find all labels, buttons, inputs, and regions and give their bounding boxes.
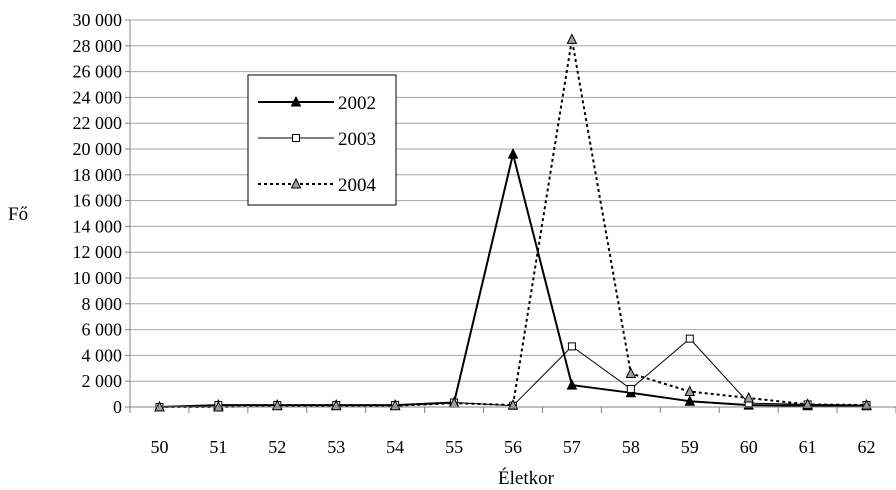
x-axis-ticks: 50 51 52 53 54 55 56 57 58 59 60 61 62 bbox=[129, 407, 896, 457]
legend: 2002 2003 2004 bbox=[247, 74, 397, 206]
y-tick-label: 2 000 bbox=[82, 371, 123, 391]
data-point-marker bbox=[290, 95, 302, 107]
x-tick-label: 57 bbox=[563, 437, 581, 457]
y-tick-label: 6 000 bbox=[82, 320, 123, 340]
data-point-marker bbox=[290, 177, 302, 189]
x-tick-label: 55 bbox=[445, 437, 463, 457]
x-tick-label: 52 bbox=[268, 437, 286, 457]
x-tick-label: 62 bbox=[858, 437, 876, 457]
y-tick-label: 18 000 bbox=[73, 165, 123, 185]
x-tick-label: 58 bbox=[622, 437, 640, 457]
y-tick-label: 22 000 bbox=[73, 113, 123, 133]
legend-label: 2002 bbox=[338, 93, 376, 114]
data-point-marker bbox=[567, 342, 576, 351]
legend-label: 2004 bbox=[338, 175, 377, 196]
y-tick-label: 10 000 bbox=[73, 268, 123, 288]
y-tick-label: 0 bbox=[113, 397, 122, 417]
legend-label: 2003 bbox=[338, 129, 376, 150]
x-tick-label: 60 bbox=[740, 437, 758, 457]
data-point-marker bbox=[684, 395, 696, 406]
x-tick-label: 56 bbox=[504, 437, 522, 457]
x-tick-label: 59 bbox=[681, 437, 699, 457]
x-tick-label: 61 bbox=[799, 437, 817, 457]
y-axis-title: Fő bbox=[8, 204, 28, 225]
data-point-marker bbox=[507, 148, 519, 159]
data-point-marker bbox=[743, 391, 755, 403]
y-tick-label: 24 000 bbox=[73, 87, 123, 107]
y-tick-label: 30 000 bbox=[73, 10, 123, 30]
gridlines bbox=[130, 19, 896, 382]
x-tick-label: 50 bbox=[150, 437, 168, 457]
y-tick-label: 8 000 bbox=[82, 294, 123, 314]
y-tick-label: 4 000 bbox=[82, 345, 123, 365]
data-point-marker bbox=[684, 385, 696, 397]
y-tick-label: 12 000 bbox=[73, 242, 123, 262]
x-tick-label: 54 bbox=[386, 437, 404, 457]
series-layer bbox=[154, 33, 872, 412]
x-axis-title: Életkor bbox=[498, 467, 555, 489]
y-tick-label: 16 000 bbox=[73, 191, 123, 211]
x-tick-label: 51 bbox=[209, 437, 227, 457]
y-axis-ticks: 0 2 000 4 000 6 000 8 000 10 000 12 000 14 000 1… bbox=[73, 10, 130, 417]
data-point-marker bbox=[685, 334, 694, 343]
data-point-marker bbox=[292, 134, 300, 142]
y-tick-label: 14 000 bbox=[73, 216, 123, 236]
data-point-marker bbox=[566, 33, 578, 44]
data-point-marker bbox=[802, 398, 813, 409]
series-line bbox=[159, 338, 867, 408]
y-tick-label: 20 000 bbox=[73, 139, 123, 159]
data-point-marker bbox=[566, 378, 578, 390]
data-point-marker bbox=[625, 367, 637, 378]
y-tick-label: 26 000 bbox=[73, 62, 123, 82]
data-point-marker bbox=[626, 384, 635, 393]
y-tick-label: 28 000 bbox=[73, 36, 123, 56]
x-tick-label: 53 bbox=[327, 437, 345, 457]
